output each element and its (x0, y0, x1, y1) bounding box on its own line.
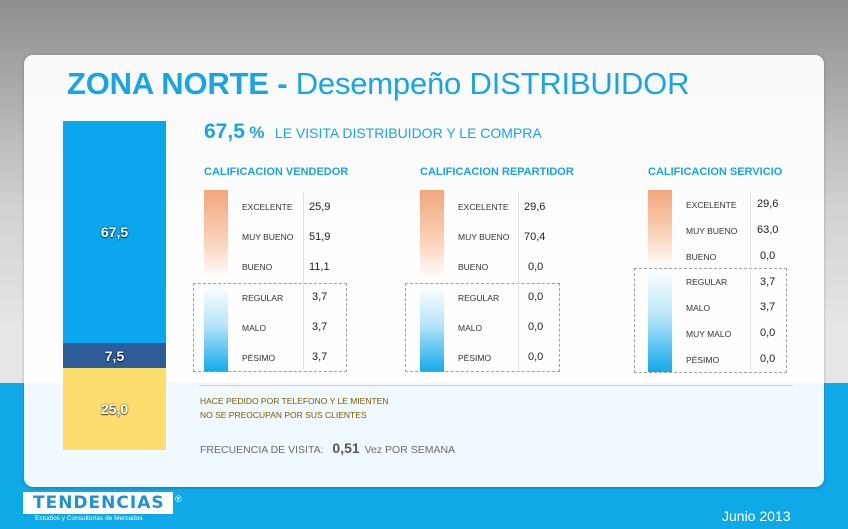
positive-gradient-bar (420, 190, 444, 280)
headline: 67,5 % LE VISITA DISTRIBUIDOR Y LE COMPR… (204, 120, 542, 144)
rating-label: MUY BUENO (242, 232, 294, 242)
rating-label: MUY MALO (686, 329, 732, 339)
section-title-repartidor: CALIFICACION REPARTIDOR (420, 166, 574, 178)
bar-segment-label: 67,5 (100, 224, 129, 240)
bar-segment-visit-buy: 67,5 (63, 121, 166, 343)
comment-line: HACE PEDIDO POR TELEFONO Y LE MIENTEN (200, 396, 389, 406)
visit-frequency: FRECUENCIA DE VISITA: 0,51 Vez POR SEMAN… (200, 440, 455, 456)
headline-percentage: 67,5 (204, 120, 245, 143)
rating-value: 3,7 (760, 301, 776, 313)
rating-value: 0,0 (528, 261, 544, 273)
rating-label: MALO (242, 323, 267, 333)
positive-gradient-bar (204, 190, 228, 280)
rating-label: EXCELENTE (242, 202, 293, 212)
rating-label: MALO (458, 323, 483, 333)
frequency-unit: Vez POR SEMANA (364, 444, 456, 456)
rating-label: BUENO (686, 252, 717, 262)
logo-wordmark: TENDENCIAS (23, 492, 173, 514)
section-title-servicio: CALIFICACION SERVICIO (648, 166, 783, 178)
rating-label: REGULAR (686, 277, 728, 287)
rating-label: REGULAR (242, 293, 284, 303)
bar-segment-label: 25,0 (100, 401, 129, 417)
rating-label: EXCELENTE (458, 202, 509, 212)
rating-value: 3,7 (312, 351, 328, 363)
headline-percent-sign: % (249, 123, 265, 142)
negative-gradient-bar (420, 285, 444, 372)
rating-label: PÉSIMO (242, 353, 276, 363)
rating-label: MUY BUENO (458, 232, 510, 242)
rating-value: 0,0 (760, 327, 776, 339)
logo-tagline: Estudios y Consultorías de Mercados (35, 515, 143, 522)
rating-value: 25,9 (309, 201, 331, 213)
negative-gradient-bar (204, 285, 228, 372)
negative-ratings-box (634, 268, 787, 373)
rating-label: BUENO (458, 262, 489, 272)
negative-gradient-bar (648, 270, 672, 372)
registered-mark: ® (175, 494, 182, 504)
rating-value: 63,0 (757, 224, 779, 236)
rating-value: 3,7 (312, 291, 328, 303)
rating-label: REGULAR (458, 293, 500, 303)
comment-line: NO SE PREOCUPAN POR SUS CLIENTES (200, 410, 367, 420)
rating-label: PÉSIMO (686, 355, 720, 365)
rating-label: BUENO (242, 262, 273, 272)
negative-ratings-box (405, 283, 560, 372)
report-date: Junio 2013 (722, 508, 791, 524)
frequency-value: 0,51 (332, 440, 360, 456)
rating-value: 51,9 (309, 231, 331, 243)
rating-value: 0,0 (760, 250, 776, 262)
positive-gradient-bar (648, 190, 672, 268)
title-subject: Desempeño DISTRIBUIDOR (287, 66, 690, 101)
divider (199, 385, 793, 386)
rating-value: 11,1 (309, 261, 330, 273)
rating-value: 29,6 (524, 201, 546, 213)
column-separator (303, 192, 304, 370)
bar-segment-middle: 7,5 (63, 343, 166, 368)
rating-value: 0,0 (760, 353, 776, 365)
frequency-label: FRECUENCIA DE VISITA: (200, 444, 324, 456)
rating-value: 3,7 (760, 276, 776, 288)
stacked-bar: 67,5 7,5 25,0 (63, 121, 166, 450)
bar-segment-bottom: 25,0 (63, 368, 166, 450)
rating-value: 0,0 (528, 321, 544, 333)
rating-value: 3,7 (312, 321, 328, 333)
title-zone: ZONA NORTE - (67, 66, 288, 101)
rating-label: MUY BUENO (686, 226, 738, 236)
page-title: ZONA NORTE - Desempeño DISTRIBUIDOR (67, 66, 689, 102)
negative-ratings-box (193, 283, 347, 372)
rating-value: 29,6 (757, 198, 779, 210)
headline-text: LE VISITA DISTRIBUIDOR Y LE COMPRA (274, 125, 542, 141)
rating-value: 0,0 (528, 291, 544, 303)
column-separator (750, 192, 751, 370)
rating-value: 70,4 (524, 231, 546, 243)
rating-label: PÉSIMO (458, 353, 492, 363)
rating-value: 0,0 (528, 351, 544, 363)
company-logo: TENDENCIAS ® Estudios y Consultorías de … (23, 492, 188, 526)
rating-label: EXCELENTE (686, 200, 737, 210)
column-separator (518, 192, 519, 370)
bar-segment-label: 7,5 (104, 347, 125, 364)
section-title-vendedor: CALIFICACION VENDEDOR (204, 166, 349, 178)
rating-label: MALO (686, 303, 711, 313)
